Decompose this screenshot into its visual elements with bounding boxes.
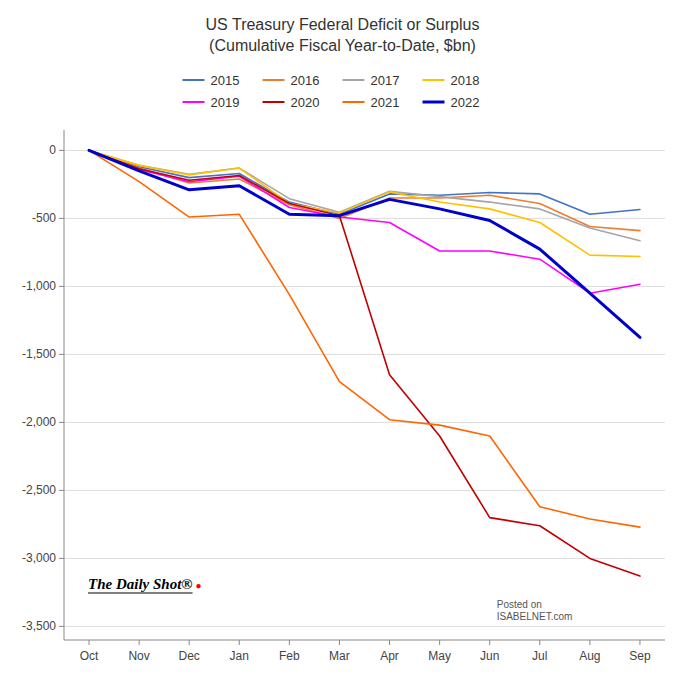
x-tick-label: Dec (179, 649, 200, 663)
legend-swatch (423, 101, 445, 104)
y-tick (59, 286, 64, 287)
title: US Treasury Federal Deficit or Surplus (C… (206, 16, 480, 54)
text-line: Posted on (497, 599, 542, 610)
series-line (89, 150, 640, 256)
series-line (89, 150, 640, 230)
watermark-underline (88, 593, 193, 594)
grid-line (64, 286, 665, 287)
series-line (89, 150, 640, 576)
x-tick (639, 640, 640, 645)
x-tick (489, 640, 490, 645)
y-tick-label: -1,500 (22, 347, 56, 361)
y-tick-label: -2,500 (22, 483, 56, 497)
x-tick (439, 640, 440, 645)
x-tick (589, 640, 590, 645)
y-tick (59, 626, 64, 627)
legend-swatch (183, 101, 205, 103)
x-tick-label: Apr (380, 649, 399, 663)
x-tick-label: Jun (480, 649, 499, 663)
y-tick (59, 490, 64, 491)
text-line: (Cumulative Fiscal Year-to-Date, $bn) (209, 37, 476, 54)
legend-label: 2021 (371, 95, 400, 110)
x-tick (239, 640, 240, 645)
series-line (89, 150, 640, 240)
x-tick-label: Sep (629, 649, 651, 663)
grid-line (64, 626, 665, 627)
legend-label: 2015 (211, 73, 240, 88)
watermark-dot: ● (196, 580, 202, 591)
x-tick (339, 640, 340, 645)
x-tick (389, 640, 390, 645)
y-tick-label: -3,000 (22, 551, 56, 565)
grid-line (64, 558, 665, 559)
legend-swatch (423, 79, 445, 81)
legend-label: 2018 (451, 73, 480, 88)
legend-swatch (263, 79, 285, 81)
legend-swatch (343, 79, 365, 81)
y-tick (59, 422, 64, 423)
grid-line (64, 422, 665, 423)
x-tick (539, 640, 540, 645)
y-tick (59, 218, 64, 219)
x-tick-label: Aug (579, 649, 600, 663)
x-tick-label: Jul (532, 649, 547, 663)
grid (64, 150, 665, 626)
grid-line (64, 354, 665, 355)
y-tick-label: -3,500 (22, 619, 56, 633)
lines (89, 150, 640, 576)
text-line: US Treasury Federal Deficit or Surplus (206, 16, 480, 33)
legend-label: 2022 (451, 95, 480, 110)
series-line (89, 150, 640, 337)
y-axis (64, 130, 65, 640)
legend-swatch (343, 101, 365, 103)
x-tick (289, 640, 290, 645)
y-tick-label: -1,000 (22, 279, 56, 293)
x-tick-label: Mar (329, 649, 350, 663)
legend-label: 2016 (291, 73, 320, 88)
x-axis (64, 640, 665, 641)
grid-line (64, 150, 665, 151)
y-tick-label: 0 (49, 143, 56, 157)
y-tick-label: -500 (32, 211, 56, 225)
legend-label: 2019 (211, 95, 240, 110)
x-tick-label: May (428, 649, 451, 663)
legend-label: 2020 (291, 95, 320, 110)
legend-swatch (263, 101, 285, 103)
chart: US Treasury Federal Deficit or Surplus (C… (0, 0, 685, 680)
legend-swatch (183, 79, 205, 81)
watermark: The Daily Shot® (88, 576, 193, 592)
x-tick (89, 640, 90, 645)
x-tick-label: Feb (279, 649, 300, 663)
x-tick-label: Oct (80, 649, 99, 663)
y-tick (59, 150, 64, 151)
x-tick (189, 640, 190, 645)
y-tick-label: -2,000 (22, 415, 56, 429)
source-note: Posted onISABELNET.com (497, 599, 573, 622)
x-tick (139, 640, 140, 645)
y-tick (59, 558, 64, 559)
series-line (89, 150, 640, 527)
x-tick-label: Nov (128, 649, 149, 663)
background (0, 0, 685, 680)
y-tick (59, 354, 64, 355)
x-tick-label: Jan (230, 649, 249, 663)
grid-line (64, 490, 665, 491)
text-line: ISABELNET.com (497, 611, 573, 622)
series-line (89, 150, 640, 293)
legend-label: 2017 (371, 73, 400, 88)
